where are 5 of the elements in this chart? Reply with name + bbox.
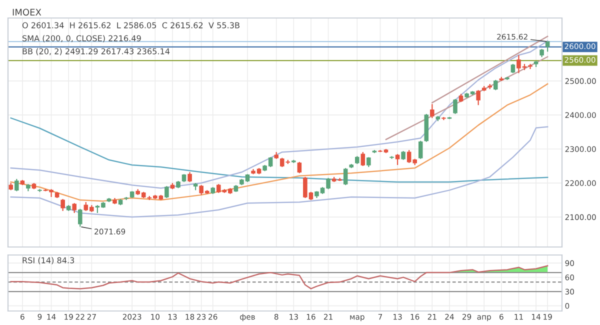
annotation: SMA (200, 0, CLOSE) 2216.49	[22, 35, 141, 42]
annotation: O 2601.34 H 2615.62 L 2586.05 C 2615.62 V 55.3B	[22, 22, 240, 28]
annotation: RSI (14) 84.3	[22, 257, 74, 264]
annotation: BB (20, 2) 2491.29 2617.43 2365.14	[22, 48, 170, 56]
chart-title: IMOEX	[12, 8, 42, 16]
